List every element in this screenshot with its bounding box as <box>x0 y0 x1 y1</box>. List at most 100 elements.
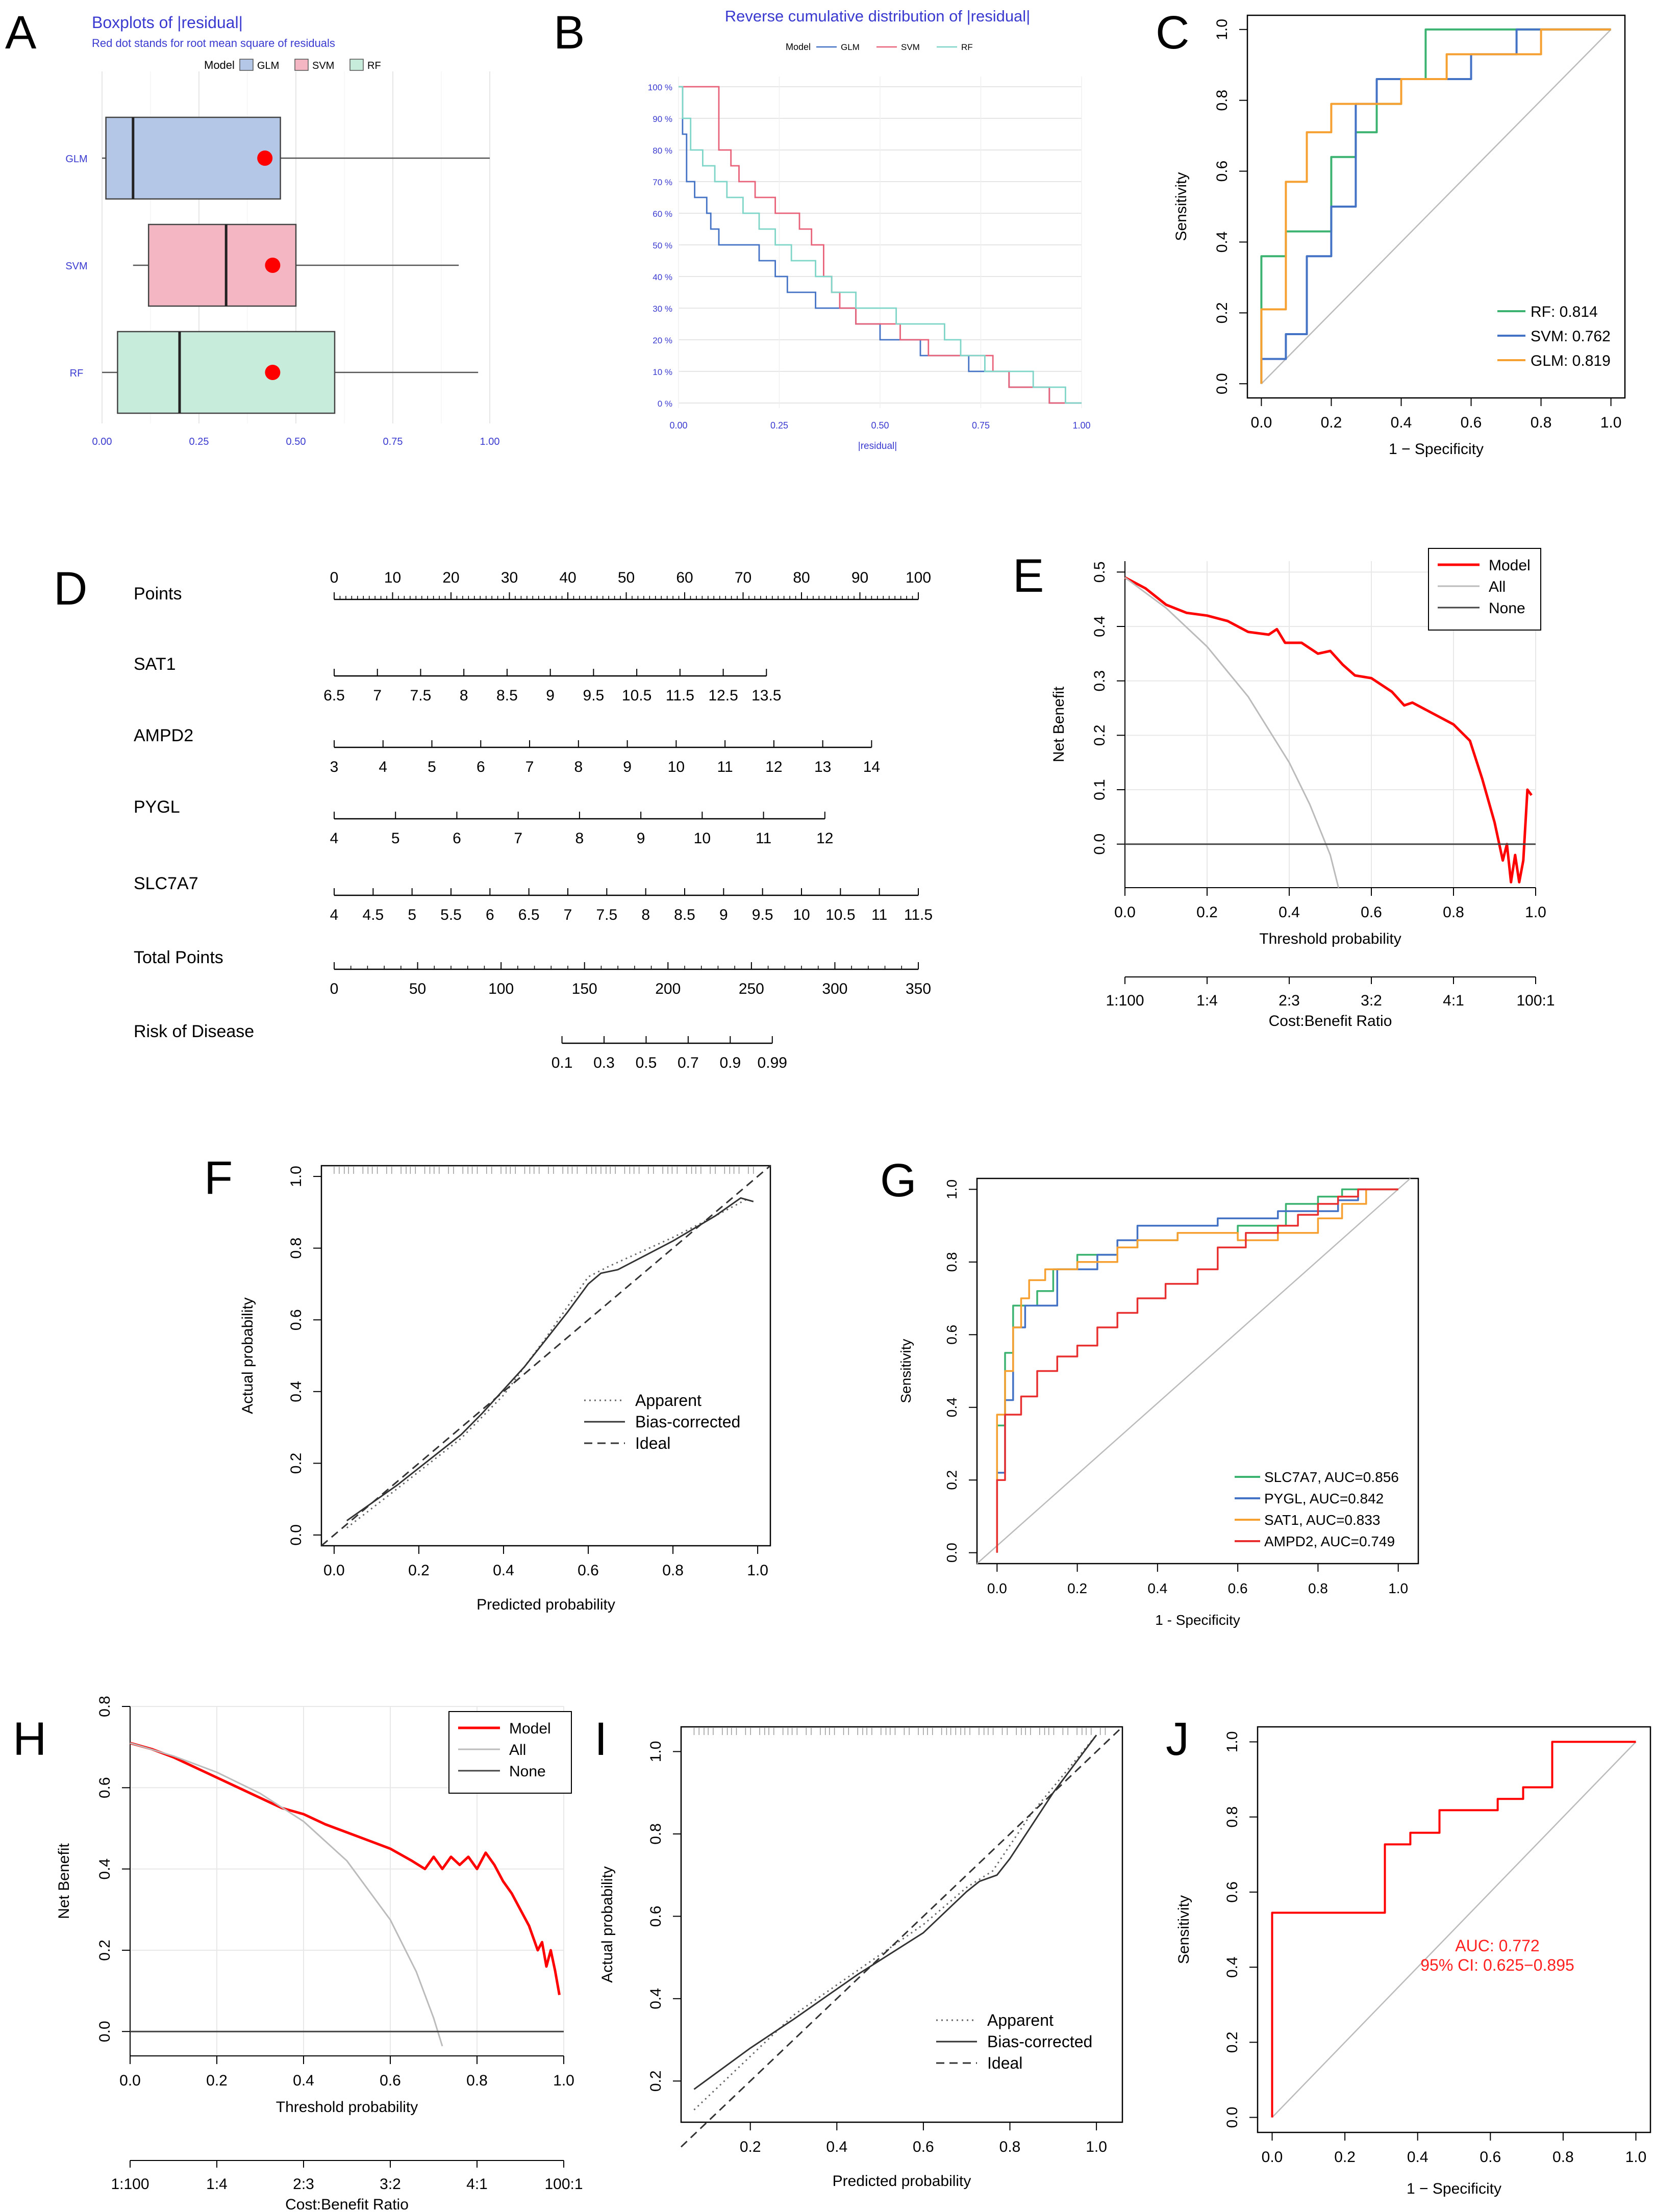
secondary-axis-label: Cost:Benefit Ratio <box>285 2196 409 2212</box>
series-line-rf <box>679 86 1082 404</box>
panel-b: B Reverse cumulative distribution of |res… <box>554 7 1091 451</box>
x-tick-label: 0.8 <box>466 2072 488 2089</box>
tick-label: 10 <box>694 830 711 847</box>
y-tick-label: 0.8 <box>944 1252 960 1272</box>
tick-label: 9.5 <box>752 907 773 923</box>
tick-label: 7.5 <box>410 687 432 704</box>
row-label: Total Points <box>134 948 223 967</box>
tick-label: 5.5 <box>440 907 462 923</box>
y-tick-label: 0.8 <box>647 1823 664 1845</box>
y-tick-label: 80 % <box>653 146 672 156</box>
secondary-tick-label: 1:100 <box>111 2176 149 2193</box>
x-tick-label: 0.4 <box>1391 414 1412 431</box>
y-tick-label: 0.8 <box>288 1238 305 1259</box>
tick-label: 6.5 <box>323 687 345 704</box>
panel-letter-d: D <box>54 563 87 615</box>
y-tick-label: 0.5 <box>1091 561 1108 583</box>
auc-annotation: AUC: 0.772 <box>1455 1937 1539 1955</box>
chart-title: Boxplots of |residual| <box>92 13 243 32</box>
legend-label: None <box>509 1763 546 1780</box>
tick-label: 50 <box>618 569 635 586</box>
tick-label: 8.5 <box>674 907 695 923</box>
x-tick-label: 0.50 <box>286 436 306 447</box>
row-label: SAT1 <box>134 655 176 674</box>
x-tick-label: 1.00 <box>1072 420 1090 431</box>
tick-label: 4 <box>379 759 387 775</box>
tick-label: 4.5 <box>362 907 384 923</box>
tick-label: 6 <box>486 907 494 923</box>
secondary-tick-label: 4:1 <box>466 2176 488 2193</box>
x-tick-label: 0.2 <box>1196 904 1218 921</box>
x-tick-label: 0.00 <box>92 436 112 447</box>
y-axis-label: Actual probability <box>239 1297 256 1414</box>
panel-h: H 0.0 0.2 0.4 0.6 0.8 1.0 0.0 0.2 0.4 0.6 0.8 Thresh… <box>13 1696 583 2212</box>
legend-swatch <box>349 59 364 71</box>
x-axis-label: Threshold probability <box>1259 931 1401 947</box>
tick-label: 200 <box>655 981 681 997</box>
x-tick-label: 0.25 <box>770 420 788 431</box>
tick-label: 100 <box>488 981 514 997</box>
y-tick-label: 0.6 <box>1224 1881 1241 1903</box>
x-tick-label: 0.75 <box>383 436 403 447</box>
legend-box <box>448 1711 572 1794</box>
tick-label: 100 <box>906 569 931 586</box>
x-tick-label: 1.0 <box>1086 2139 1107 2155</box>
legend-label: Model <box>509 1720 551 1737</box>
tick-label: 4 <box>330 907 339 923</box>
plot-frame <box>976 1177 1419 1565</box>
x-tick-label: 0.8 <box>662 1562 684 1579</box>
x-tick-label: 0.2 <box>1321 414 1342 431</box>
calibration-apparent <box>346 1197 750 1529</box>
x-tick-label: 1.0 <box>747 1562 768 1579</box>
tick-label: 3 <box>330 759 339 775</box>
y-axis-label: Actual probability <box>599 1866 616 1982</box>
secondary-tick-label: 100:1 <box>1516 992 1555 1009</box>
tick-label: 10 <box>384 569 401 586</box>
tick-label: 30 <box>501 569 518 586</box>
category-label: SVM <box>65 261 87 272</box>
tick-label: 350 <box>906 981 931 997</box>
plot-frame <box>1246 14 1626 399</box>
y-tick-label: 0.3 <box>1091 670 1108 692</box>
tick-label: 10 <box>793 907 810 923</box>
panel-letter-c: C <box>1156 7 1189 59</box>
tick-label: 8 <box>460 687 468 704</box>
y-tick-label: 100 % <box>648 83 672 92</box>
tick-label: 5 <box>408 907 416 923</box>
series-line-glm <box>679 86 1082 404</box>
x-tick-label: 0.8 <box>1552 2149 1574 2166</box>
y-tick-label: 0.2 <box>944 1470 960 1490</box>
series-line-all <box>130 1742 443 2047</box>
legend-label: Apparent <box>987 2011 1054 2029</box>
y-axis-label: Net Benefit <box>56 1843 72 1919</box>
x-tick-label: 0.0 <box>323 1562 345 1579</box>
legend-title: Model <box>786 42 811 52</box>
x-tick-label: 0.6 <box>1228 1580 1248 1596</box>
y-tick-label: 0.2 <box>96 1940 113 1961</box>
tick-label: 80 <box>793 569 810 586</box>
box <box>105 116 281 200</box>
x-tick-label: 0.8 <box>999 2139 1021 2155</box>
tick-label: 10.5 <box>825 907 855 923</box>
y-tick-label: 0.0 <box>1214 373 1231 394</box>
legend-label: Ideal <box>987 2054 1022 2072</box>
legend-label: GLM: 0.819 <box>1531 353 1611 369</box>
diagonal-reference <box>1271 1741 1637 2118</box>
x-axis-label: |residual| <box>858 441 897 451</box>
y-tick-label: 10 % <box>653 367 672 377</box>
panel-letter-h: H <box>13 1713 46 1765</box>
tick-label: 7.5 <box>596 907 617 923</box>
tick-label: 6 <box>477 759 485 775</box>
tick-label: 0.7 <box>678 1054 699 1071</box>
x-tick-label: 0.0 <box>987 1580 1007 1596</box>
y-tick-label: 0.0 <box>1091 834 1108 855</box>
tick-label: 11.5 <box>904 907 933 923</box>
y-tick-label: 0.4 <box>647 1988 664 2009</box>
tick-label: 12 <box>816 830 833 847</box>
y-axis-label: Sensitivity <box>1173 172 1190 241</box>
tick-label: 10 <box>668 759 685 775</box>
x-axis-label: Predicted probability <box>833 2173 971 2190</box>
y-tick-label: 0.4 <box>1214 232 1231 253</box>
x-axis-label: 1 - Specificity <box>1155 1612 1240 1628</box>
tick-label: 0 <box>330 981 339 997</box>
